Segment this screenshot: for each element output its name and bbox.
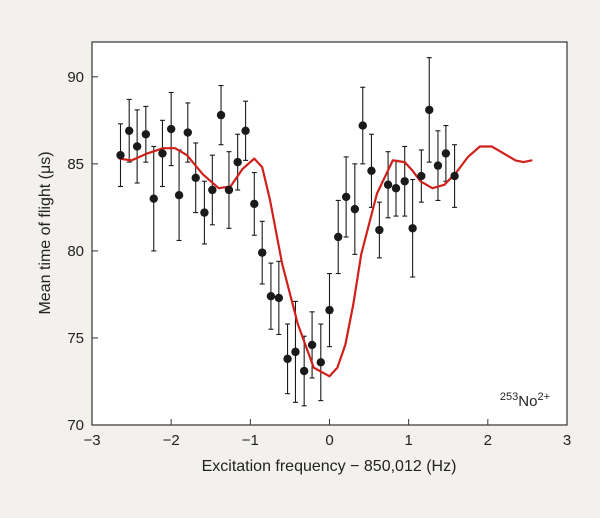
charge-state: 2+	[537, 391, 550, 403]
data-point-16	[250, 199, 259, 209]
data-point-29	[358, 121, 367, 130]
data-point-23	[307, 340, 317, 350]
data-point-30	[367, 166, 376, 176]
x-tick-label-3: 0	[325, 432, 333, 449]
data-point-1	[125, 126, 134, 135]
data-point-32	[383, 180, 393, 189]
x-axis: −3 −2 −1 0 1 2 3	[83, 419, 571, 449]
y-axis: 70 75 80 85 90	[67, 69, 98, 434]
data-point-20	[283, 354, 292, 364]
data-point-26	[334, 232, 343, 242]
data-point-2	[132, 142, 142, 151]
x-axis-label: Excitation frequency − 850,012 (Hz)	[202, 458, 457, 475]
y-tick-label-0: 70	[67, 417, 84, 434]
mass-number: 253	[500, 391, 518, 403]
data-point-0	[116, 150, 125, 160]
x-tick-label-0: −3	[83, 432, 100, 449]
data-point-31	[375, 225, 384, 235]
data-point-38	[433, 161, 443, 170]
data-point-28	[350, 204, 360, 214]
data-point-35	[408, 224, 417, 233]
data-point-17	[258, 248, 267, 257]
data-point-12	[216, 110, 226, 120]
x-tick-label-2: −1	[242, 432, 259, 449]
x-tick-label-5: 2	[484, 432, 492, 449]
x-tick-label-6: 3	[563, 432, 571, 449]
data-point-8	[183, 128, 192, 137]
data-point-5	[158, 149, 167, 158]
data-point-18	[266, 291, 276, 301]
data-point-34	[400, 177, 409, 186]
y-tick-label-1: 75	[67, 330, 84, 347]
y-tick-label-4: 90	[67, 69, 84, 86]
data-point-7	[174, 191, 184, 200]
x-tick-label-1: −2	[163, 432, 180, 449]
y-tick-label-3: 85	[67, 156, 84, 173]
data-point-40	[450, 171, 459, 181]
data-point-4	[149, 194, 158, 203]
data-point-13	[224, 185, 234, 195]
data-points	[116, 105, 459, 376]
plot-area	[92, 42, 567, 425]
data-point-33	[391, 184, 401, 193]
data-point-36	[417, 171, 426, 181]
data-point-21	[291, 347, 300, 357]
fit-curve	[118, 145, 533, 378]
data-point-19	[274, 293, 284, 303]
data-point-11	[208, 185, 217, 195]
y-tick-label-2: 80	[67, 243, 84, 260]
data-point-25	[325, 305, 334, 315]
data-point-37	[425, 105, 434, 115]
data-point-15	[241, 126, 250, 135]
element-symbol: No	[518, 393, 537, 410]
data-point-6	[166, 124, 176, 134]
isotope-annotation: 253No2+	[500, 391, 550, 410]
data-point-24	[316, 358, 325, 367]
data-point-27	[341, 192, 351, 202]
data-point-9	[191, 173, 200, 182]
data-point-14	[233, 157, 242, 167]
data-point-10	[200, 208, 209, 217]
data-point-3	[141, 130, 151, 139]
data-point-22	[299, 366, 309, 376]
data-point-39	[441, 149, 451, 158]
x-tick-label-4: 1	[404, 432, 412, 449]
y-axis-label: Mean time of flight (μs)	[37, 151, 54, 314]
